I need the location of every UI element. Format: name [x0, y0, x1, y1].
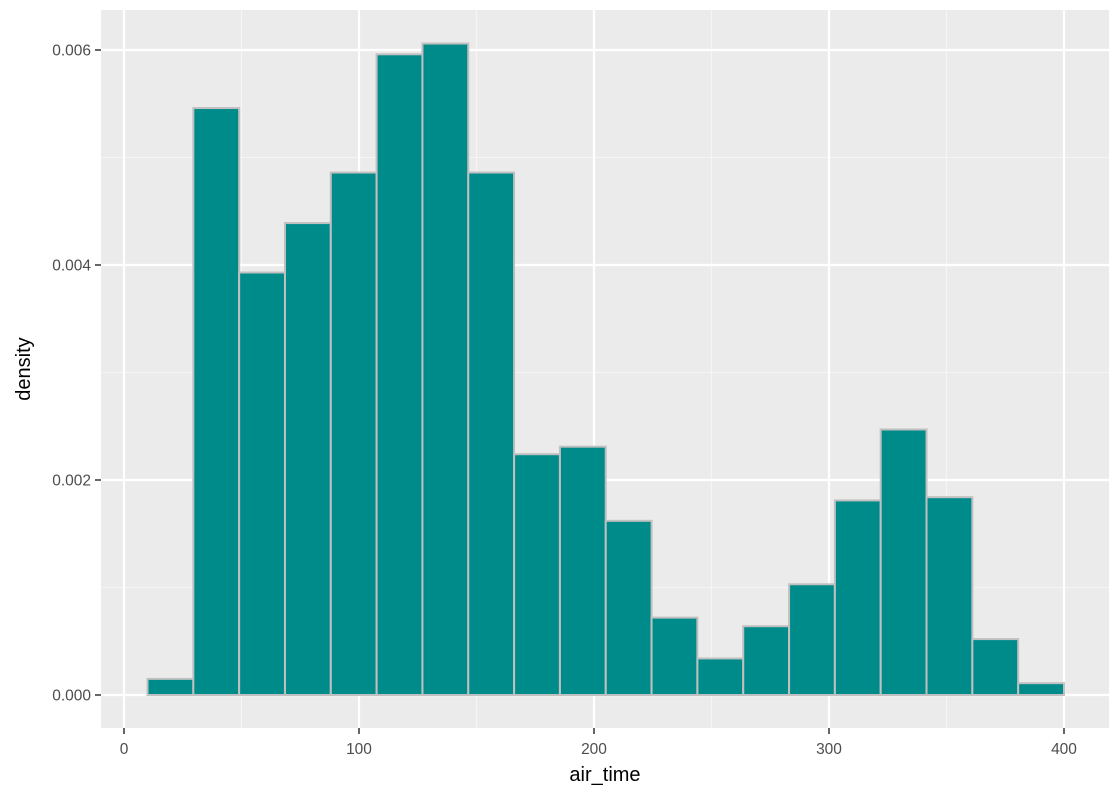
histogram-bar — [879, 428, 928, 696]
histogram-bar — [558, 445, 607, 696]
histogram-bar — [788, 583, 836, 697]
histogram-bar — [329, 171, 378, 697]
y-tick-label: 0.002 — [52, 473, 91, 490]
histogram-bar — [925, 496, 974, 697]
y-tick-label: 0.000 — [52, 688, 91, 705]
histogram-bar — [971, 638, 1020, 696]
histogram-bar — [650, 616, 699, 696]
histogram-bar — [283, 222, 332, 696]
histogram-bars — [146, 42, 1065, 697]
x-tick-label: 200 — [581, 741, 607, 758]
y-tick-label: 0.004 — [52, 258, 91, 275]
histogram-bar — [192, 107, 241, 697]
histogram-bar — [1017, 682, 1065, 696]
histogram-bar — [742, 625, 791, 697]
x-tick-label: 300 — [816, 741, 842, 758]
x-tick-label: 100 — [346, 741, 372, 758]
histogram-bar — [513, 453, 561, 697]
histogram-bar — [238, 271, 286, 696]
y-axis: 0.000 0.002 0.004 0.006 — [52, 43, 101, 705]
histogram-bar — [604, 519, 653, 696]
histogram-bar — [696, 657, 745, 697]
x-tick-label: 0 — [120, 741, 129, 758]
y-axis-title: density — [13, 337, 35, 400]
histogram-bar — [833, 499, 882, 696]
x-tick-label: 400 — [1051, 741, 1077, 758]
histogram-bar — [467, 171, 516, 697]
x-axis-title: air_time — [569, 764, 640, 786]
x-axis: 0 100 200 300 400 — [120, 728, 1077, 758]
histogram-bar — [375, 53, 424, 697]
histogram-bar — [146, 677, 195, 696]
y-tick-label: 0.006 — [52, 43, 91, 60]
histogram-bar — [421, 42, 470, 697]
